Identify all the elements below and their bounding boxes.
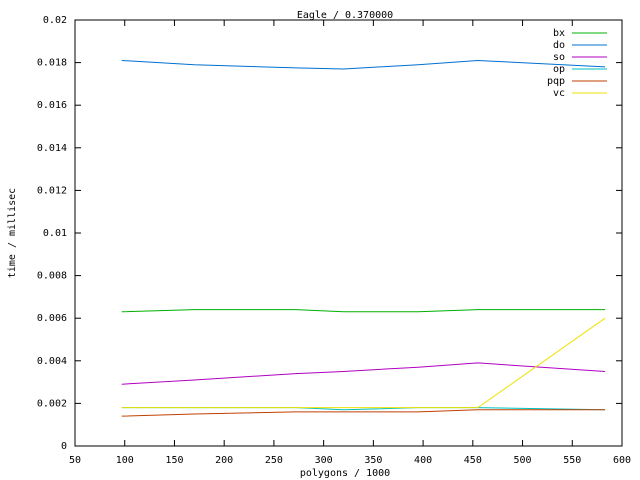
- x-tick-label: 300: [315, 455, 333, 466]
- y-tick-label: 0.014: [37, 143, 67, 154]
- y-tick-label: 0.008: [37, 271, 67, 282]
- y-tick-label: 0.01: [43, 228, 67, 239]
- y-tick-label: 0.018: [37, 58, 67, 69]
- y-tick-label: 0.016: [37, 100, 67, 111]
- x-tick-label: 200: [215, 455, 233, 466]
- legend-label: bx: [553, 28, 565, 39]
- x-tick-label: 550: [563, 455, 581, 466]
- legend-label: op: [553, 64, 565, 75]
- series-line: [121, 409, 606, 417]
- legend-label: so: [553, 52, 565, 63]
- series-line: [121, 59, 606, 70]
- x-tick-label: 400: [414, 455, 432, 466]
- x-tick-label: 150: [165, 455, 183, 466]
- x-tick-label: 100: [116, 455, 134, 466]
- x-tick-label: 350: [364, 455, 382, 466]
- y-tick-label: 0.002: [37, 398, 67, 409]
- y-tick-label: 0.004: [37, 356, 67, 367]
- x-tick-label: 600: [613, 455, 631, 466]
- legend-label: vc: [553, 88, 565, 99]
- legend-label: do: [553, 40, 565, 51]
- y-tick-label: 0.012: [37, 185, 67, 196]
- x-axis-label: polygons / 1000: [300, 468, 390, 479]
- series-line: [121, 317, 606, 409]
- x-tick-label: 500: [514, 455, 532, 466]
- series-line: [121, 309, 606, 313]
- x-tick-label: 450: [464, 455, 482, 466]
- x-tick-label: 250: [265, 455, 283, 466]
- y-axis-label: time / millisec: [7, 188, 18, 278]
- y-tick-label: 0.02: [43, 15, 67, 26]
- chart-title: Eagle / 0.370000: [297, 10, 393, 21]
- series-line: [121, 362, 606, 385]
- legend-label: pqp: [547, 76, 565, 87]
- x-tick-label: 50: [69, 455, 81, 466]
- y-tick-label: 0: [61, 441, 67, 452]
- y-tick-label: 0.006: [37, 313, 67, 324]
